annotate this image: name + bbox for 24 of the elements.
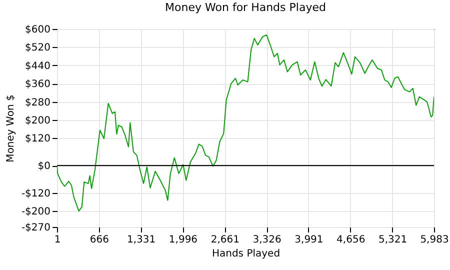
x-tick-label: 1,996 (168, 234, 198, 246)
x-tick-label: 5,983 (420, 234, 449, 246)
y-tick-label: $360 (25, 79, 50, 90)
y-tick-label: $280 (25, 97, 50, 108)
y-tick-label: -$200 (21, 206, 50, 218)
y-tick-label: $0 (38, 161, 50, 172)
x-tick-label: 4,656 (336, 234, 366, 246)
x-tick-label: 1 (54, 234, 61, 246)
y-axis-title: Money Won $ (5, 94, 16, 162)
x-axis-title: Hands Played (212, 248, 280, 260)
y-tick-label: $440 (25, 60, 50, 72)
y-tick-label: $600 (25, 24, 50, 36)
x-tick-label: 3,326 (252, 234, 282, 246)
y-tick-label: $120 (25, 134, 50, 145)
x-tick-label: 3,991 (294, 234, 324, 246)
x-tick-label: 666 (90, 234, 109, 246)
y-tick-label: -$270 (21, 222, 50, 234)
x-tick-label: 2,661 (210, 234, 240, 246)
x-tick-label: 5,321 (378, 234, 408, 246)
y-tick-label: -$120 (21, 188, 50, 200)
y-tick-label: $200 (25, 116, 50, 127)
chart-title: Money Won for Hands Played (165, 1, 326, 14)
x-tick-label: 1,331 (127, 234, 156, 246)
y-tick-label: $520 (25, 42, 50, 54)
